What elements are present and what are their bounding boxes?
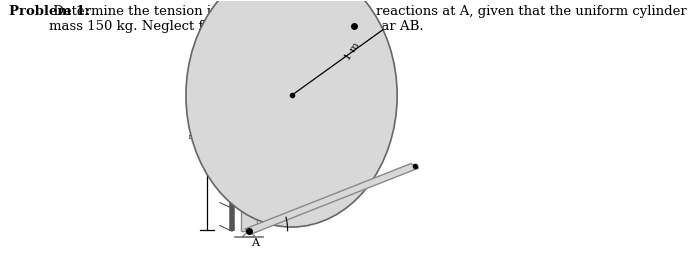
Text: Determine the tension in the cable at B and the reactions at A, given that the u: Determine the tension in the cable at B … xyxy=(48,5,687,33)
Text: 3 m: 3 m xyxy=(190,120,199,139)
Text: B: B xyxy=(364,14,372,24)
Text: D: D xyxy=(335,119,344,129)
Polygon shape xyxy=(241,26,256,231)
Text: 1 m: 1 m xyxy=(343,41,361,62)
Text: 40°: 40° xyxy=(275,218,293,227)
Text: Problem 1:: Problem 1: xyxy=(8,5,90,18)
Text: A: A xyxy=(251,238,260,248)
Text: C: C xyxy=(218,96,227,106)
Ellipse shape xyxy=(186,0,397,227)
Polygon shape xyxy=(329,26,363,124)
Polygon shape xyxy=(241,231,256,237)
Polygon shape xyxy=(245,164,419,233)
